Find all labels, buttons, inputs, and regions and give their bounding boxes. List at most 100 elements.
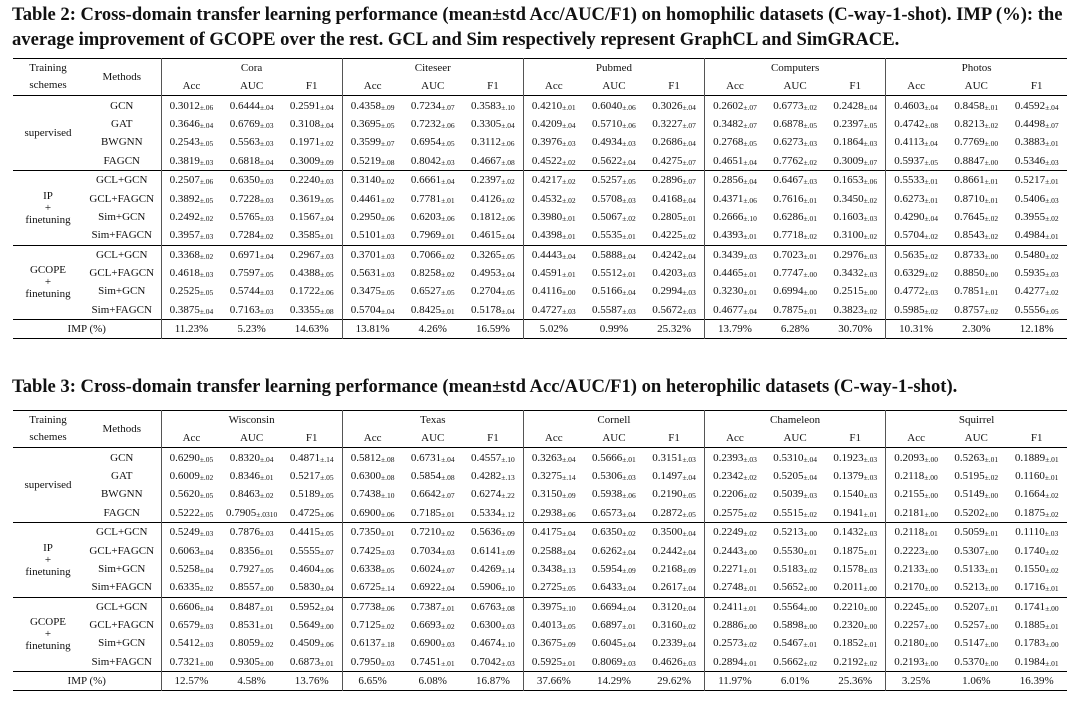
mean: 0.8069 (592, 655, 623, 668)
value-cell: 0.8458±.01 (946, 96, 1006, 115)
std: ±.00 (259, 658, 274, 668)
std: ±.02 (743, 491, 757, 501)
std: ±.01 (562, 102, 576, 112)
value-cell: 0.1716±.01 (1006, 578, 1067, 597)
value-cell: 0.2011±.00 (825, 578, 887, 598)
mean: 0.2442 (652, 544, 683, 557)
value-cell: 0.4225±.02 (644, 226, 706, 246)
mean: 0.1664 (1014, 488, 1046, 501)
mean: 0.5512 (592, 267, 623, 280)
std: ±.07 (380, 139, 395, 149)
scheme-line: finetuning (25, 288, 71, 301)
std: ±.05 (1045, 306, 1059, 316)
std: ±.01 (984, 177, 999, 187)
mean: 0.3475 (350, 285, 381, 298)
mean: 0.8059 (229, 637, 260, 650)
std: ±.04 (622, 584, 636, 594)
mean: 0.3875 (169, 303, 200, 316)
std: ±.04 (924, 139, 938, 149)
mean: 0.1852 (833, 637, 864, 650)
std: ±.04 (1045, 102, 1059, 112)
std: ±.03 (199, 529, 214, 539)
std: ±.02 (501, 195, 515, 205)
mean: 0.2011 (833, 581, 864, 594)
value-cell: 0.6141±.09 (462, 541, 524, 560)
value-cell: 0.5147±.00 (946, 634, 1006, 652)
std: ±.10 (562, 603, 576, 613)
value-cell: 0.5708±.03 (584, 189, 644, 207)
mean: 0.1812 (471, 210, 502, 223)
value-cell: 0.4591±.01 (523, 264, 583, 282)
std: ±.02 (1045, 288, 1059, 298)
mean: 0.5257 (592, 174, 623, 187)
metric-header: Acc (726, 432, 744, 445)
value-cell: 0.3675±.09 (523, 634, 583, 652)
value-cell: 0.5412±.03 (161, 634, 221, 652)
value-cell: 0.5564±.00 (765, 597, 825, 616)
value-cell: 0.6338±.05 (342, 560, 402, 578)
mean: 0.5207 (954, 600, 985, 613)
row-group: IP + finetuning GCL+GCN 0.5249±.03 0.7876±.03… (13, 522, 1067, 598)
std: ±.03 (380, 270, 395, 280)
std: ±.01 (441, 603, 455, 613)
imp-row: IMP (%) 11.23% 5.23% 14.63% 13.81% 4.26% 16.59… (13, 319, 1067, 339)
value-cell: 0.3009±.09 (281, 151, 343, 171)
value-cell: 0.5222±.05 (161, 504, 221, 523)
value-cell: 0.1812±.06 (462, 207, 524, 227)
value-cell: 0.1379±.03 (825, 466, 887, 486)
std: ±.03 (1045, 195, 1059, 205)
mean: 0.6040 (592, 99, 623, 112)
mean: 0.6922 (410, 581, 442, 594)
std: ±.03 (562, 139, 576, 149)
dataset-header: Photos (961, 62, 992, 74)
value-cell: 0.2507±.06 (161, 170, 221, 189)
mean: 0.1653 (833, 174, 864, 187)
value-cell: 0.5213±.00 (765, 522, 825, 541)
method-name: GCL+GCN (83, 245, 162, 264)
value-cell: 0.5183±.02 (765, 560, 825, 578)
mean: 0.8847 (954, 154, 985, 167)
mean: 0.1740 (1014, 544, 1046, 557)
value-cell: 0.7125±.02 (342, 616, 402, 634)
mean: 0.5533 (894, 174, 925, 187)
mean: 0.3151 (652, 451, 683, 464)
mean: 0.3263 (531, 451, 563, 464)
std: ±.04 (441, 177, 455, 187)
value-cell: 0.8059±.02 (221, 634, 281, 652)
table-row: supervised GCN 0.6290±.05 0.8320±.04 0.4871±… (13, 447, 1067, 491)
imp-value: 5.02% (539, 323, 568, 336)
mean: 0.8356 (229, 544, 260, 557)
std: ±.13 (501, 472, 515, 482)
methods-header: Methods (83, 58, 162, 96)
std: ±.01 (863, 547, 878, 557)
mean: 0.2168 (652, 562, 683, 575)
std: ±.00 (924, 565, 939, 575)
std: ±.02 (863, 232, 878, 242)
value-cell: 0.4953±.04 (462, 263, 524, 283)
value-cell: 0.6769±.03 (221, 115, 281, 133)
mean: 0.5744 (229, 285, 260, 298)
std: ±.06 (501, 139, 515, 149)
mean: 0.2181 (894, 506, 925, 519)
std: ±.00 (1045, 640, 1059, 650)
std: ±.03 (259, 195, 274, 205)
std: ±.00 (803, 288, 817, 298)
value-cell: 0.5672±.03 (644, 300, 706, 320)
mean: 0.4509 (289, 637, 321, 650)
value-cell: 0.6024±.07 (403, 560, 463, 578)
mean: 0.2515 (833, 285, 864, 298)
std: ±.00 (924, 472, 938, 482)
mean: 0.5954 (592, 562, 623, 575)
std: ±.07 (743, 120, 757, 130)
mean: 0.2192 (833, 655, 864, 668)
std: ±.03 (622, 306, 636, 316)
value-cell: 0.7438±.10 (342, 485, 402, 503)
value-cell: 0.8847±.00 (946, 152, 1006, 171)
value-cell: 0.2515±.00 (825, 282, 887, 301)
mean: 0.8850 (954, 267, 985, 280)
std: ±.03 (743, 251, 757, 261)
std: ±.05 (380, 565, 395, 575)
std: ±.03 (380, 658, 395, 668)
std: ±.00 (743, 547, 757, 557)
mean: 0.5263 (954, 451, 985, 464)
